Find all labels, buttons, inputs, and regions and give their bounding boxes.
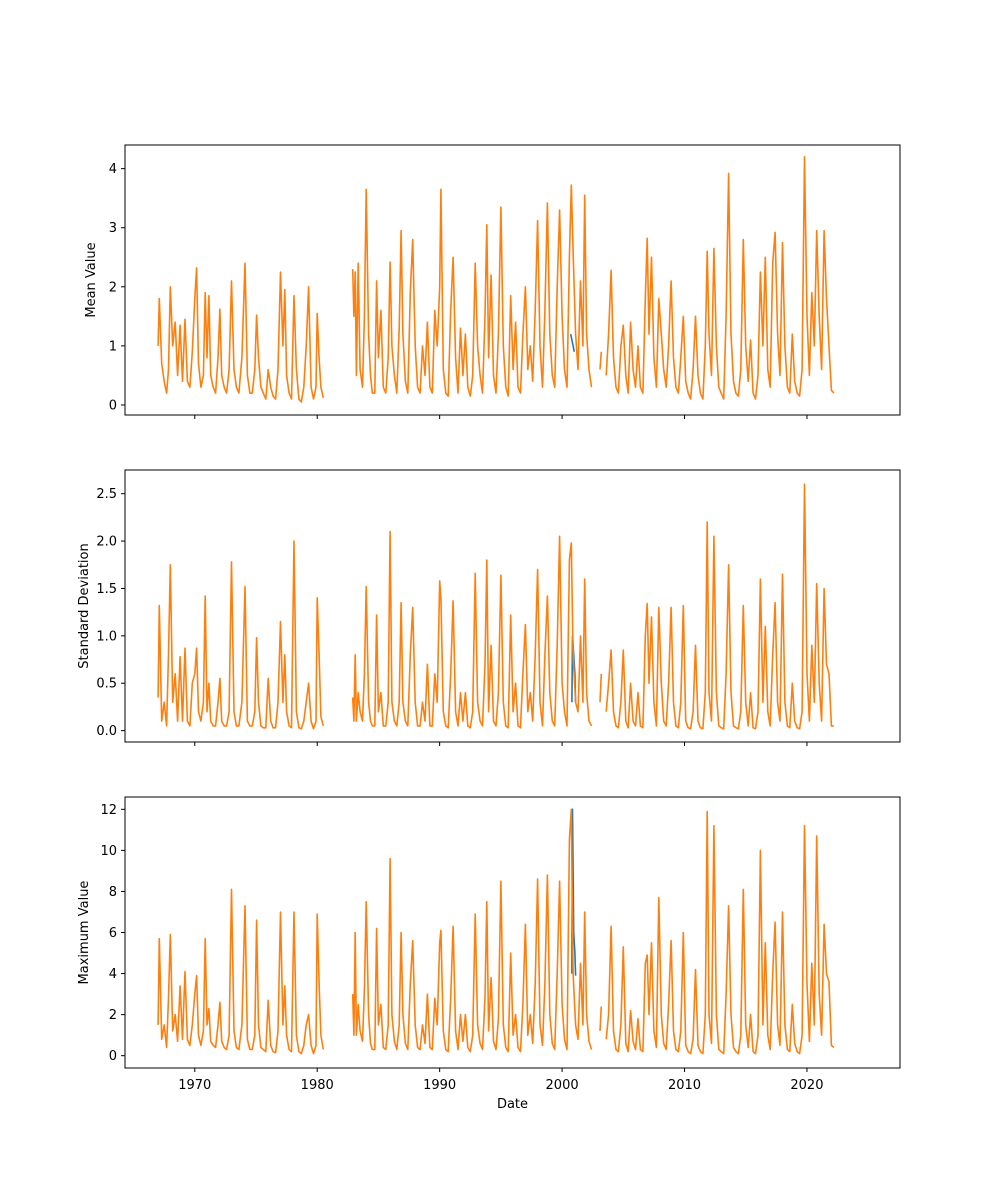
y-axis-label: Maximum Value xyxy=(77,881,92,985)
x-axis-label: Date xyxy=(497,1097,528,1112)
series-line-2 xyxy=(157,808,835,1055)
x-tick-label: 2000 xyxy=(546,1078,579,1093)
plot-frame xyxy=(124,469,901,743)
y-tick-label: 0.5 xyxy=(96,677,117,692)
x-tick-label: 1990 xyxy=(423,1078,456,1093)
y-tick-label: 1.5 xyxy=(96,582,117,597)
y-tick-label: 6 xyxy=(109,926,117,941)
y-axis-label: Mean Value xyxy=(84,242,99,317)
y-tick-label: 3 xyxy=(109,221,117,236)
y-tick-label: 2 xyxy=(109,280,117,295)
chart-panel-2: 0.0 0.5 1.0 1.5 2.0 2.5 Standard Deviation xyxy=(77,469,901,746)
x-tick-label: 1970 xyxy=(178,1078,211,1093)
chart-panel-3: 0 2 4 6 8 10 12 1970 1980 1990 2000 2010 2020 Maximum… xyxy=(77,796,901,1112)
series-line-2 xyxy=(157,156,835,403)
x-tick-label: 2020 xyxy=(790,1078,823,1093)
x-tick-label: 2010 xyxy=(668,1078,701,1093)
y-tick-label: 4 xyxy=(109,162,117,177)
y-tick-label: 1.0 xyxy=(96,629,117,644)
y-tick-label: 0 xyxy=(109,398,117,413)
y-tick-label: 0.0 xyxy=(96,724,117,739)
y-tick-label: 1 xyxy=(109,339,117,354)
series-line-1 xyxy=(569,333,576,352)
y-axis-label: Standard Deviation xyxy=(77,543,92,668)
series-line-2 xyxy=(157,483,834,730)
y-tick-label: 8 xyxy=(109,885,117,900)
chart-panel-1: 0 1 2 3 4 Mean Value xyxy=(84,144,901,419)
y-tick-label: 2.5 xyxy=(96,487,117,502)
y-tick-label: 4 xyxy=(109,967,117,982)
y-tick-label: 12 xyxy=(100,803,117,818)
y-tick-label: 0 xyxy=(109,1049,117,1064)
x-tick-label: 1980 xyxy=(301,1078,334,1093)
y-tick-label: 10 xyxy=(100,844,117,859)
y-tick-label: 2 xyxy=(109,1008,117,1023)
y-tick-label: 2.0 xyxy=(96,535,117,550)
plot-frame xyxy=(124,144,901,416)
